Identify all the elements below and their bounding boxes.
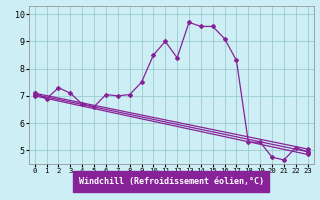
X-axis label: Windchill (Refroidissement éolien,°C): Windchill (Refroidissement éolien,°C) xyxy=(79,177,264,186)
